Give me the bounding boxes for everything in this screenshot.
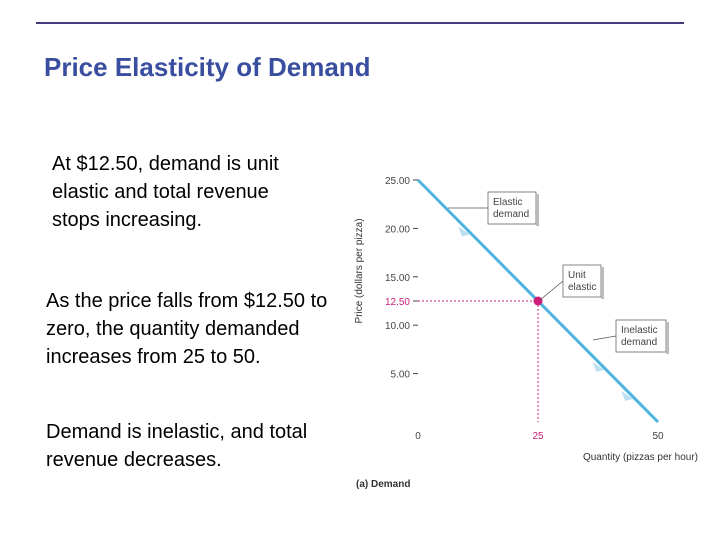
y-axis-label: Price (dollars per pizza) bbox=[354, 218, 365, 323]
callout-unit-elastic-shadow bbox=[601, 267, 604, 299]
arrow-inelastic-2 bbox=[621, 390, 634, 401]
chart-caption: (a) Demand bbox=[356, 479, 410, 490]
callout-inelastic-demand-box bbox=[615, 319, 667, 353]
callout-elastic-demand-text: demand bbox=[493, 209, 529, 220]
arrow-inelastic bbox=[592, 361, 605, 372]
x-axis-label: Quantity (pizzas per hour) bbox=[583, 452, 698, 463]
bullet-unit-elastic: At $12.50, demand is unit elastic and to… bbox=[52, 153, 279, 231]
callout-inelastic-demand-shadow bbox=[666, 322, 669, 354]
y-tick-label: 12.50 bbox=[385, 297, 410, 308]
callout-unit-elastic-text: Unit bbox=[568, 270, 586, 281]
demand-chart: Price (dollars per pizza) 25.00 20.00 15.00… bbox=[354, 176, 698, 490]
y-tick-label: 15.00 bbox=[385, 273, 410, 284]
y-tick-label: 10.00 bbox=[385, 321, 410, 332]
y-tick-label: 5.00 bbox=[391, 370, 411, 381]
top-rule bbox=[36, 22, 684, 24]
slide-title: Price Elasticity of Demand bbox=[44, 52, 371, 82]
y-tick-label: 25.00 bbox=[385, 176, 410, 187]
bullet-price-falls: As the price falls from $12.50 to zero, … bbox=[46, 290, 328, 368]
callout-inelastic-demand-text: Inelastic bbox=[621, 325, 658, 336]
callout-unit-elastic-leader bbox=[539, 280, 564, 301]
unit-elastic-point bbox=[533, 296, 543, 306]
bullet-inelastic: Demand is inelastic, and total revenue d… bbox=[46, 421, 308, 471]
x-tick-label: 50 bbox=[652, 431, 664, 442]
x-tick-label: 25 bbox=[532, 431, 544, 442]
arrow-elastic bbox=[458, 226, 470, 237]
x-tick-label: 0 bbox=[415, 431, 421, 442]
callout-inelastic-demand-leader bbox=[592, 335, 617, 341]
callout-inelastic-demand-text: demand bbox=[621, 337, 657, 348]
callout-elastic-demand-shadow bbox=[536, 194, 539, 226]
callout-elastic-demand-text: Elastic bbox=[493, 197, 522, 208]
y-tick-label: 20.00 bbox=[385, 224, 410, 235]
callout-unit-elastic-text: elastic bbox=[568, 282, 596, 293]
